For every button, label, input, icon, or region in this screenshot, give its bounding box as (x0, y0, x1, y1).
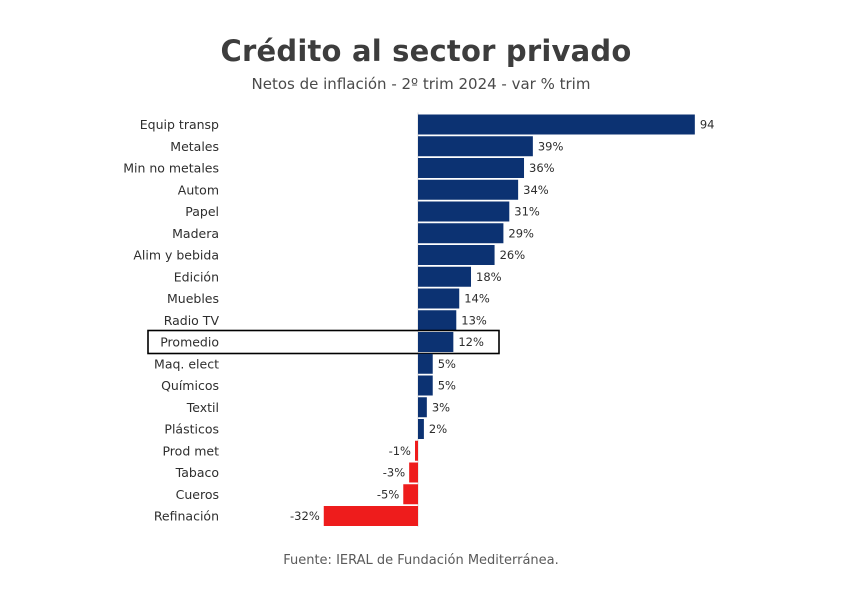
bar (418, 266, 472, 287)
chart-subtitle: Netos de inflación - 2º trim 2024 - var … (251, 75, 591, 93)
category-label: Autom (178, 182, 219, 197)
bar (418, 353, 433, 374)
category-label: Papel (185, 204, 219, 219)
value-label: 5% (438, 379, 456, 393)
value-label: 94 (700, 118, 715, 132)
bar (418, 288, 460, 309)
value-label: 39% (538, 139, 564, 153)
category-label: Textil (186, 400, 219, 415)
category-label: Maq. elect (154, 356, 219, 371)
category-label: Min no metales (123, 161, 219, 176)
bar (418, 375, 433, 396)
category-label: Químicos (161, 378, 219, 393)
category-label: Alim y bebida (133, 248, 219, 263)
bar (418, 136, 533, 157)
category-label: Madera (172, 226, 219, 241)
value-label: 2% (429, 422, 447, 436)
bar (403, 484, 418, 505)
bar (415, 440, 418, 461)
bar (418, 179, 519, 200)
value-label: 12% (458, 335, 484, 349)
value-label: -32% (290, 509, 320, 523)
value-label: 34% (523, 183, 549, 197)
category-label: Metales (170, 139, 219, 154)
bar (418, 158, 525, 178)
category-label: Refinación (154, 509, 219, 524)
value-label: 14% (464, 292, 490, 306)
chart-source: Fuente: IERAL de Fundación Mediterránea. (283, 553, 559, 568)
value-label: 26% (500, 248, 526, 262)
chart-title: Crédito al sector privado (220, 34, 632, 68)
bar (418, 310, 457, 331)
bar (409, 462, 418, 483)
category-label: Plásticos (164, 422, 219, 437)
bar (323, 506, 418, 526)
value-label: -5% (377, 487, 399, 501)
bar (418, 223, 504, 244)
category-label: Prod met (162, 443, 219, 458)
value-label: 13% (461, 313, 487, 327)
category-label: Edición (174, 269, 219, 284)
category-label: Equip transp (140, 117, 219, 132)
category-label: Muebles (167, 291, 219, 306)
value-label: -1% (389, 444, 411, 458)
value-label: 36% (529, 161, 555, 175)
bar (418, 332, 454, 352)
value-label: 3% (432, 400, 450, 414)
category-label: Radio TV (164, 313, 220, 328)
bar (418, 419, 424, 439)
value-label: 31% (514, 205, 540, 219)
bar (418, 201, 510, 222)
category-label: Tabaco (175, 465, 219, 480)
bar (418, 114, 695, 135)
category-label: Promedio (160, 335, 219, 350)
bar (418, 397, 427, 418)
value-label: 18% (476, 270, 502, 284)
value-label: -3% (383, 466, 405, 480)
bar (418, 245, 495, 265)
value-label: 29% (508, 226, 534, 240)
category-label: Cueros (176, 487, 219, 502)
highlight-box (147, 329, 500, 355)
value-label: 5% (438, 357, 456, 371)
